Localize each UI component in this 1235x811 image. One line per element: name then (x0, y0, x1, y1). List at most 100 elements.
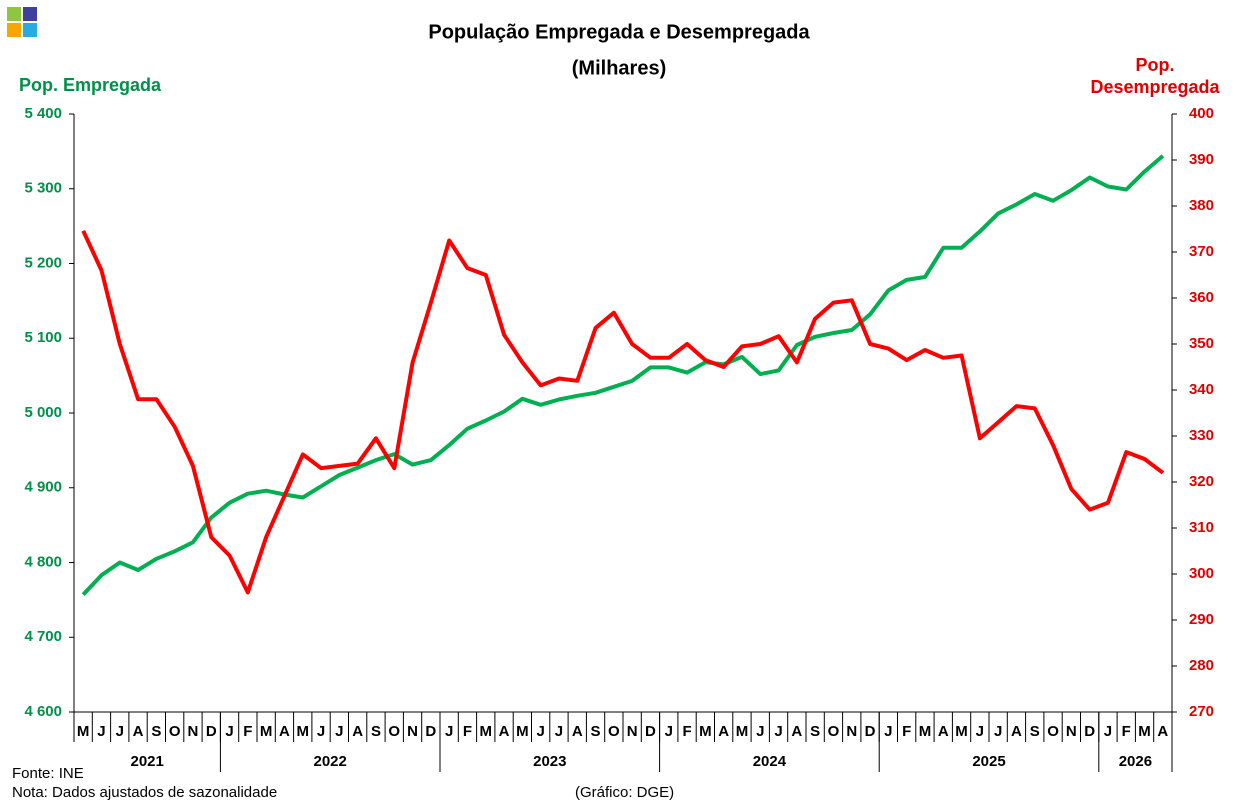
x-tick-label: M (919, 723, 932, 740)
y-tick-label: 4 700 (24, 628, 62, 645)
x-tick-label: J (116, 723, 124, 740)
x-tick-label: J (536, 723, 544, 740)
y2-tick-label: 400 (1189, 105, 1214, 122)
x-tick-label: N (1066, 723, 1077, 740)
x-tick-label: N (407, 723, 418, 740)
x-tick-label: M (480, 723, 493, 740)
x-tick-label: M (699, 723, 712, 740)
x-tick-label: S (151, 723, 161, 740)
logo (23, 23, 37, 37)
y-tick-label: 4 900 (24, 479, 62, 496)
y2-tick-label: 310 (1189, 519, 1214, 536)
x-tick-label: O (169, 723, 181, 740)
x-tick-label: D (645, 723, 656, 740)
y-tick-label: 5 200 (24, 254, 62, 271)
note: Nota: Dados ajustados de sazonalidade (12, 784, 278, 801)
y2-tick-label: 270 (1189, 703, 1214, 720)
y2-tick-label: 290 (1189, 611, 1214, 628)
x-tick-label: J (555, 723, 563, 740)
y2-tick-label: 280 (1189, 657, 1214, 674)
x-tick-label: F (463, 723, 472, 740)
x-tick-label: M (1138, 723, 1151, 740)
x-tick-label: A (352, 723, 363, 740)
x-tick-label: J (665, 723, 673, 740)
x-tick-label: N (627, 723, 638, 740)
logo (23, 7, 37, 21)
x-tick-label: N (188, 723, 199, 740)
x-tick-label: J (97, 723, 105, 740)
y2-tick-label: 370 (1189, 243, 1214, 260)
x-tick-label: M (297, 723, 310, 740)
x-tick-label: J (445, 723, 453, 740)
x-tick-label: A (791, 723, 802, 740)
x-tick-label: A (1157, 723, 1168, 740)
x-tick-label: A (279, 723, 290, 740)
year-label: 2022 (314, 753, 347, 770)
y2-tick-label: 300 (1189, 565, 1214, 582)
x-tick-label: S (371, 723, 381, 740)
year-label: 2026 (1119, 753, 1152, 770)
y2-tick-label: 360 (1189, 289, 1214, 306)
y2-tick-label: 320 (1189, 473, 1214, 490)
x-tick-label: J (976, 723, 984, 740)
x-tick-label: S (1030, 723, 1040, 740)
x-tick-label: D (206, 723, 217, 740)
x-tick-label: D (865, 723, 876, 740)
chart-subtitle: (Milhares) (572, 57, 666, 79)
y-tick-label: 5 100 (24, 329, 62, 346)
credit: (Gráfico: DGE) (575, 784, 675, 801)
y-tick-label: 5 000 (24, 404, 62, 421)
logo (7, 7, 21, 21)
x-tick-label: A (499, 723, 510, 740)
year-label: 2023 (533, 753, 566, 770)
x-tick-label: A (938, 723, 949, 740)
y2-tick-label: 390 (1189, 151, 1214, 168)
x-tick-label: A (572, 723, 583, 740)
x-tick-label: F (243, 723, 252, 740)
x-tick-label: A (133, 723, 144, 740)
x-tick-label: J (884, 723, 892, 740)
y2-tick-label: 330 (1189, 427, 1214, 444)
x-tick-label: J (756, 723, 764, 740)
x-tick-label: M (736, 723, 749, 740)
x-tick-label: D (425, 723, 436, 740)
logo (7, 23, 21, 37)
x-tick-label: S (810, 723, 820, 740)
series-line (81, 154, 1165, 596)
x-tick-label: F (1122, 723, 1131, 740)
x-tick-label: M (955, 723, 968, 740)
x-tick-label: J (335, 723, 343, 740)
y-tick-label: 4 600 (24, 703, 62, 720)
y2-tick-label: 380 (1189, 197, 1214, 214)
y2-tick-label: 340 (1189, 381, 1214, 398)
x-tick-label: M (260, 723, 273, 740)
x-tick-label: D (1084, 723, 1095, 740)
x-tick-label: J (225, 723, 233, 740)
y2-axis-title: Pop. Desempregada (1090, 55, 1220, 97)
x-tick-label: J (994, 723, 1002, 740)
x-tick-label: A (1011, 723, 1022, 740)
note: Fonte: INE (12, 765, 84, 782)
x-tick-label: M (516, 723, 529, 740)
x-tick-label: O (828, 723, 840, 740)
x-tick-label: F (902, 723, 911, 740)
x-tick-label: O (1047, 723, 1059, 740)
x-tick-label: F (682, 723, 691, 740)
chart-title: População Empregada e Desempregada (428, 21, 810, 43)
year-label: 2021 (131, 753, 164, 770)
y-tick-label: 4 800 (24, 553, 62, 570)
x-tick-label: N (846, 723, 857, 740)
y-tick-label: 5 300 (24, 180, 62, 197)
x-tick-label: A (718, 723, 729, 740)
series-line (81, 229, 1165, 595)
x-tick-label: J (1104, 723, 1112, 740)
year-label: 2025 (972, 753, 1005, 770)
y-axis-title: Pop. Empregada (19, 75, 162, 95)
x-tick-label: S (591, 723, 601, 740)
x-tick-label: J (317, 723, 325, 740)
x-tick-label: O (608, 723, 620, 740)
year-label: 2024 (753, 753, 787, 770)
y-tick-label: 5 400 (24, 105, 62, 122)
